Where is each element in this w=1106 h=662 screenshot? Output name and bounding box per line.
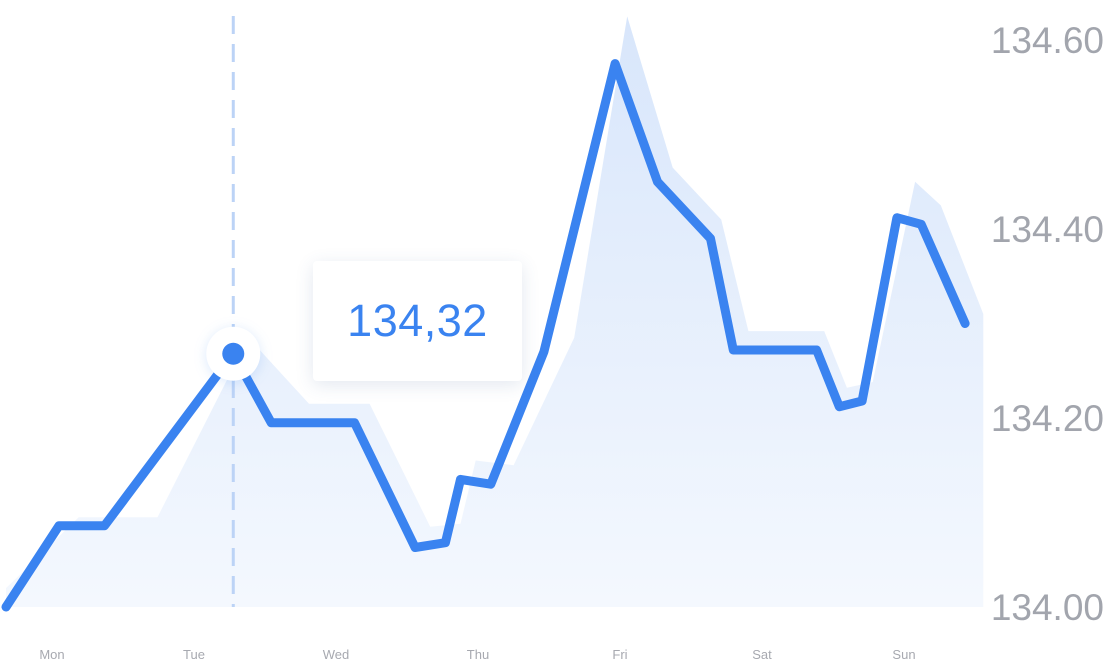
- x-tick-label: Tue: [183, 647, 205, 662]
- y-tick-label: 134.60: [991, 20, 1104, 61]
- x-tick-label: Thu: [467, 647, 489, 662]
- x-tick-label: Fri: [612, 647, 627, 662]
- value-tooltip: 134,32: [313, 261, 522, 381]
- y-tick-label: 134.40: [991, 209, 1104, 250]
- y-axis-labels: 134.00 134.20 134.40 134.60: [991, 20, 1104, 628]
- x-axis-labels: Mon Tue Wed Thu Fri Sat Sun: [39, 647, 915, 662]
- y-tick-label: 134.20: [991, 398, 1104, 439]
- x-tick-label: Sat: [752, 647, 772, 662]
- x-tick-label: Wed: [323, 647, 350, 662]
- series-area-shadow: [6, 16, 984, 607]
- highlight-marker-dot[interactable]: [222, 342, 245, 365]
- x-tick-label: Mon: [39, 647, 64, 662]
- x-tick-label: Sun: [892, 647, 915, 662]
- y-tick-label: 134.00: [991, 587, 1104, 628]
- tooltip-value: 134,32: [347, 295, 488, 346]
